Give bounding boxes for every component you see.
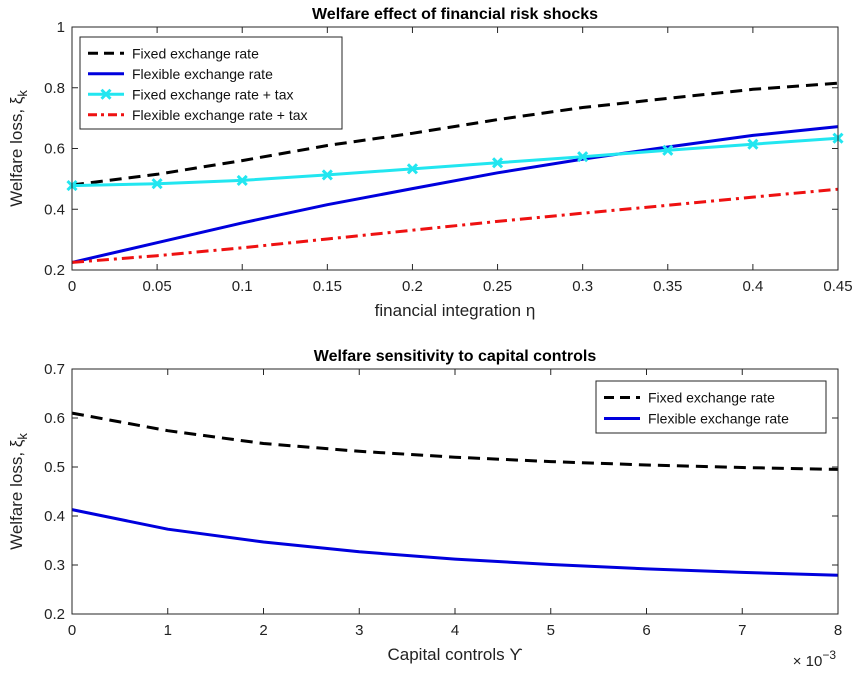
legend: Fixed exchange rate Flexible exchange rat… — [79, 36, 343, 130]
x-axis-multiplier: × 10−3 — [793, 648, 837, 670]
x-tick-label: 0.4 — [742, 278, 763, 295]
data-marker — [406, 163, 419, 175]
data-marker — [662, 144, 674, 156]
y-axis-label: Welfare loss, ξk — [7, 90, 30, 207]
x-tick-label: 0.45 — [823, 278, 852, 295]
legend: Fixed exchange rate Flexible exchange rat… — [595, 380, 827, 434]
x-tick-label: 2 — [259, 622, 267, 639]
y-tick-label: 0.3 — [44, 557, 65, 574]
legend-label: Flexible exchange rate + tax — [132, 107, 308, 123]
y-axis-label-text: Welfare loss, ξ — [7, 439, 26, 550]
y-axis-label-subscript: k — [15, 90, 30, 97]
y-tick-label: 0.5 — [44, 459, 65, 476]
legend-label: Flexible exchange rate — [132, 66, 273, 82]
data-marker — [321, 169, 333, 181]
top-panel: Welfare effect of financial risk shocks 0… — [7, 6, 853, 320]
x-tick-label: 0.2 — [402, 278, 423, 295]
x-axis-multiplier-exponent: −3 — [822, 648, 836, 662]
x-tick-label: 0.35 — [653, 278, 682, 295]
y-tick-label: 0.6 — [44, 410, 65, 427]
x-axis-multiplier-base: × 10 — [793, 653, 823, 670]
data-marker — [577, 151, 589, 163]
chart-title: Welfare sensitivity to capital controls — [314, 348, 597, 365]
x-tick-label: 4 — [451, 622, 459, 639]
y-axis-label: Welfare loss, ξk — [7, 433, 30, 550]
x-tick-label: 5 — [547, 622, 555, 639]
data-marker — [236, 174, 248, 186]
data-marker — [747, 138, 759, 150]
x-tick-label: 6 — [642, 622, 650, 639]
series-line — [71, 125, 839, 264]
x-tick-label: 7 — [738, 622, 746, 639]
bottom-panel: Welfare sensitivity to capital controls 0… — [7, 348, 842, 670]
x-tick-label: 0.25 — [483, 278, 512, 295]
legend-label: Fixed exchange rate + tax — [132, 86, 294, 102]
series-line — [71, 187, 839, 264]
x-tick-label: 8 — [834, 622, 842, 639]
x-tick-label: 0 — [68, 278, 76, 295]
series-line — [71, 136, 839, 188]
x-tick-label: 3 — [355, 622, 363, 639]
chart-title: Welfare effect of financial risk shocks — [312, 6, 598, 23]
y-tick-label: 1 — [57, 19, 65, 36]
x-axis-label: Capital controls ϒ — [387, 645, 522, 664]
y-tick-label: 0.2 — [44, 606, 65, 623]
x-tick-label: 0.3 — [572, 278, 593, 295]
legend-marker — [100, 88, 112, 100]
x-tick-label: 0.1 — [232, 278, 253, 295]
x-tick-label: 0.05 — [143, 278, 172, 295]
y-tick-label: 0.8 — [44, 80, 65, 97]
data-marker — [491, 157, 504, 169]
legend-box — [595, 380, 827, 434]
y-tick-label: 0.6 — [44, 141, 65, 158]
y-axis-label-text: Welfare loss, ξ — [7, 96, 26, 207]
series-line — [71, 411, 839, 471]
x-axis-label: financial integration η — [375, 301, 536, 320]
series-line — [71, 508, 839, 577]
y-tick-label: 0.4 — [44, 201, 65, 218]
legend-label: Flexible exchange rate — [648, 411, 789, 427]
legend-label: Fixed exchange rate — [132, 45, 259, 61]
x-tick-label: 0 — [68, 622, 76, 639]
y-tick-label: 0.7 — [44, 361, 65, 378]
y-tick-label: 0.4 — [44, 508, 65, 525]
x-tick-label: 0.15 — [313, 278, 342, 295]
series-line — [71, 81, 839, 187]
y-tick-label: 0.2 — [44, 262, 65, 279]
x-tick-label: 1 — [164, 622, 172, 639]
legend-label: Fixed exchange rate — [648, 390, 775, 406]
y-axis-label-subscript: k — [15, 433, 30, 440]
data-marker — [151, 178, 163, 190]
